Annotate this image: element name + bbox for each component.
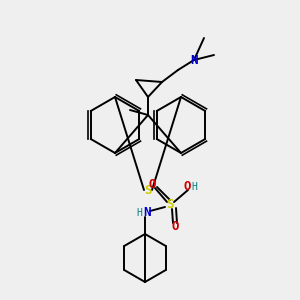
Text: O: O (183, 181, 191, 194)
Text: O: O (171, 220, 179, 233)
Text: H: H (136, 208, 142, 218)
Text: N: N (190, 53, 198, 67)
Text: S: S (166, 199, 174, 212)
Text: H: H (191, 182, 197, 192)
Text: O: O (148, 178, 156, 191)
Text: N: N (143, 206, 151, 220)
Text: S: S (144, 184, 152, 196)
